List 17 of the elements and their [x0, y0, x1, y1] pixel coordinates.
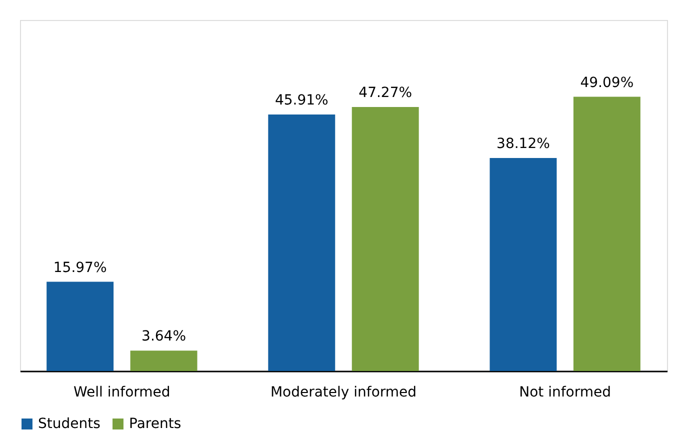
- data-label: 45.91%: [274, 92, 328, 109]
- data-label: 38.12%: [496, 136, 550, 152]
- data-label: 15.97%: [53, 260, 107, 276]
- data-label: 3.64%: [142, 328, 186, 345]
- data-label: 47.27%: [358, 84, 412, 101]
- legend-label: Students: [38, 416, 100, 432]
- bar: [352, 106, 419, 371]
- bar: [490, 158, 557, 371]
- x-tick-label: Well informed: [74, 384, 170, 400]
- x-tick-label: Moderately informed: [270, 384, 417, 400]
- x-tick-label: Not informed: [519, 384, 612, 400]
- bar: [46, 282, 114, 371]
- bar: [573, 96, 640, 371]
- bar: [130, 350, 198, 371]
- data-label: 49.09%: [580, 74, 634, 91]
- legend-label: Parents: [129, 416, 182, 432]
- bar: [268, 114, 336, 371]
